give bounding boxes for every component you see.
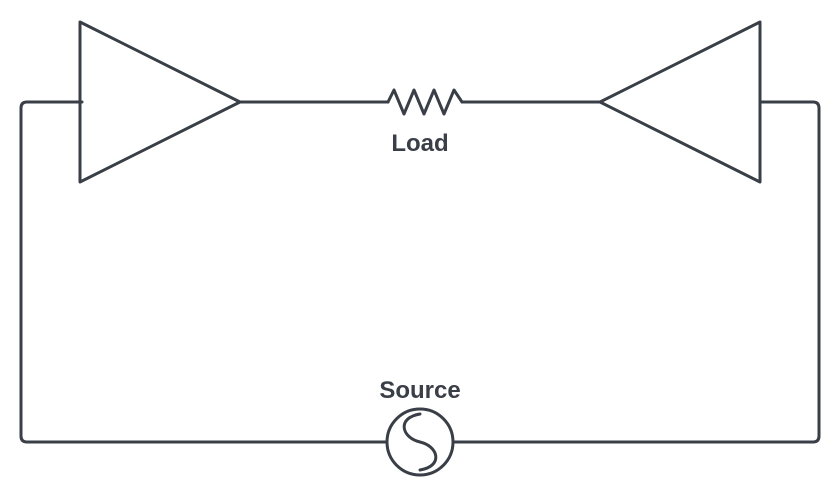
wires bbox=[19, 100, 821, 444]
ac-source bbox=[385, 407, 455, 477]
source-label: Source bbox=[379, 377, 460, 404]
right-amplifier-triangle bbox=[598, 20, 762, 184]
ac-source-sine-icon bbox=[402, 412, 438, 472]
wire-loop-bottom bbox=[19, 100, 389, 444]
wire-loop-bottom-right bbox=[451, 100, 821, 444]
ac-source-circle bbox=[385, 407, 455, 477]
load-label: Load bbox=[391, 130, 448, 157]
load-resistor bbox=[386, 88, 464, 116]
left-amplifier-triangle bbox=[78, 20, 242, 184]
